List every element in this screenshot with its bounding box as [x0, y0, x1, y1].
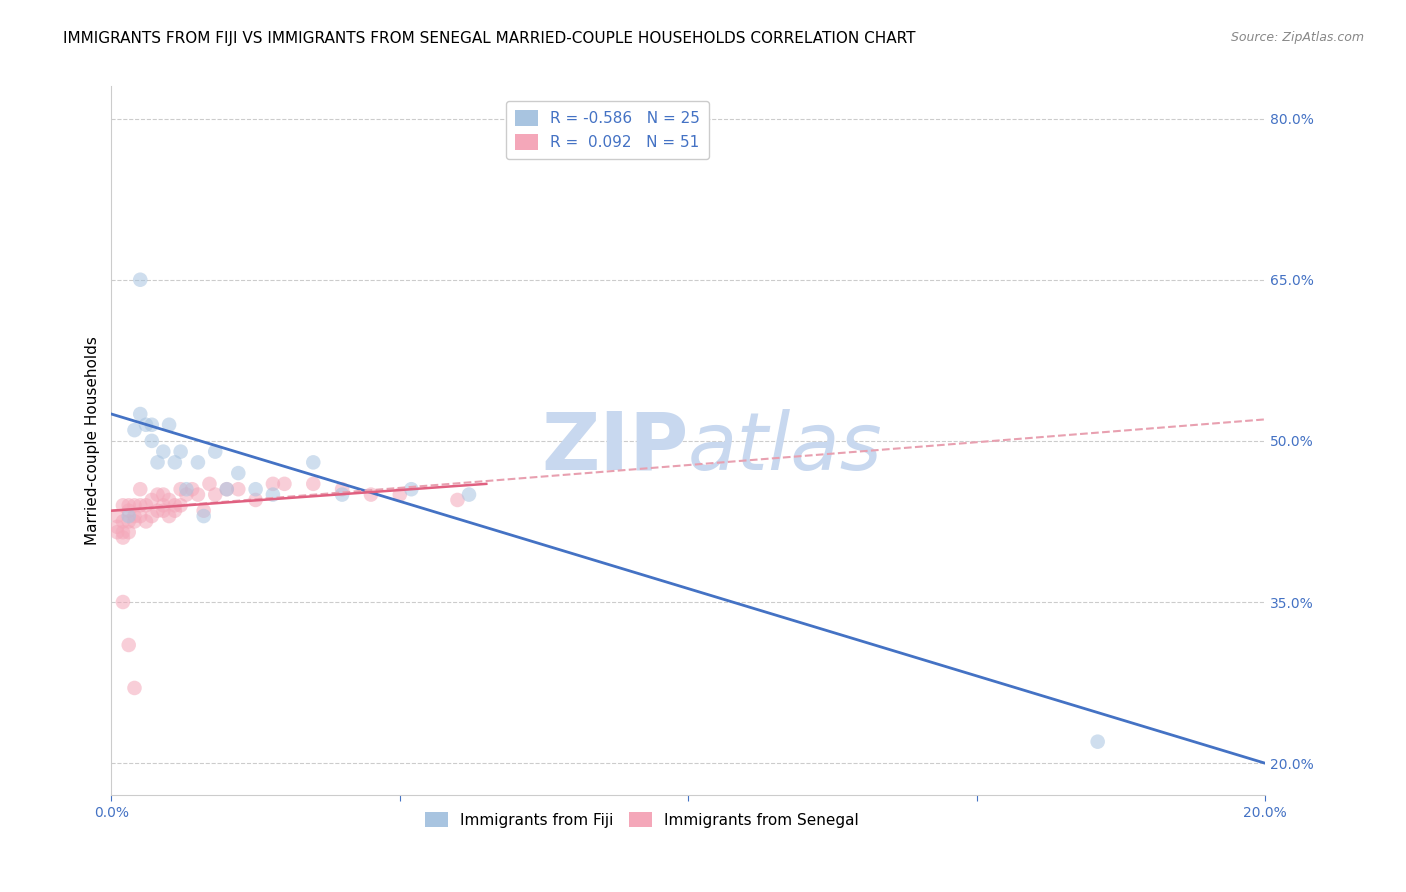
Point	[152, 487, 174, 501]
Point	[111, 515, 134, 529]
Point	[105, 509, 128, 524]
Point	[135, 417, 157, 432]
Point	[157, 417, 180, 432]
Point	[135, 499, 157, 513]
Point	[446, 492, 468, 507]
Point	[141, 434, 163, 448]
Point	[215, 482, 238, 496]
Point	[245, 482, 267, 496]
Point	[181, 482, 204, 496]
Text: Source: ZipAtlas.com: Source: ZipAtlas.com	[1230, 31, 1364, 45]
Point	[163, 499, 186, 513]
Point	[124, 681, 146, 695]
Text: IMMIGRANTS FROM FIJI VS IMMIGRANTS FROM SENEGAL MARRIED-COUPLE HOUSEHOLDS CORREL: IMMIGRANTS FROM FIJI VS IMMIGRANTS FROM …	[63, 31, 915, 46]
Point	[105, 525, 128, 540]
Point	[176, 487, 198, 501]
Point	[111, 595, 134, 609]
Text: ZIP: ZIP	[541, 409, 688, 487]
Point	[118, 509, 141, 524]
Point	[129, 499, 152, 513]
Point	[204, 444, 226, 458]
Point	[124, 509, 146, 524]
Point	[176, 482, 198, 496]
Point	[226, 482, 249, 496]
Point	[169, 499, 191, 513]
Point	[458, 487, 481, 501]
Point	[118, 499, 141, 513]
Y-axis label: Married-couple Households: Married-couple Households	[86, 336, 100, 545]
Point	[193, 504, 215, 518]
Point	[401, 482, 423, 496]
Point	[226, 466, 249, 480]
Point	[1087, 734, 1109, 748]
Point	[141, 492, 163, 507]
Point	[198, 476, 221, 491]
Point	[302, 455, 325, 469]
Point	[146, 504, 169, 518]
Point	[262, 487, 284, 501]
Point	[105, 520, 128, 534]
Point	[163, 455, 186, 469]
Point	[111, 525, 134, 540]
Point	[302, 476, 325, 491]
Point	[169, 482, 191, 496]
Point	[118, 638, 141, 652]
Point	[163, 504, 186, 518]
Point	[330, 487, 353, 501]
Point	[273, 476, 295, 491]
Point	[124, 423, 146, 437]
Point	[152, 499, 174, 513]
Point	[152, 504, 174, 518]
Point	[146, 455, 169, 469]
Point	[118, 504, 141, 518]
Text: atlas: atlas	[688, 409, 883, 487]
Point	[141, 509, 163, 524]
Point	[187, 487, 209, 501]
Point	[111, 499, 134, 513]
Point	[129, 407, 152, 421]
Point	[157, 509, 180, 524]
Point	[262, 476, 284, 491]
Point	[360, 487, 382, 501]
Point	[129, 273, 152, 287]
Point	[215, 482, 238, 496]
Point	[157, 492, 180, 507]
Point	[124, 499, 146, 513]
Point	[124, 515, 146, 529]
Point	[146, 487, 169, 501]
Point	[187, 455, 209, 469]
Point	[118, 525, 141, 540]
Point	[141, 417, 163, 432]
Point	[245, 492, 267, 507]
Point	[193, 509, 215, 524]
Point	[118, 515, 141, 529]
Point	[169, 444, 191, 458]
Point	[152, 444, 174, 458]
Point	[330, 482, 353, 496]
Point	[204, 487, 226, 501]
Point	[129, 509, 152, 524]
Point	[388, 487, 411, 501]
Point	[135, 515, 157, 529]
Point	[111, 531, 134, 545]
Point	[129, 482, 152, 496]
Legend: Immigrants from Fiji, Immigrants from Senegal: Immigrants from Fiji, Immigrants from Se…	[419, 805, 865, 834]
